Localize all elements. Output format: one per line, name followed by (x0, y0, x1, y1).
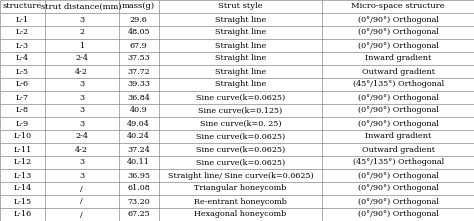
Text: Re-entrant honeycomb: Re-entrant honeycomb (194, 198, 287, 206)
Text: L-9: L-9 (16, 120, 29, 128)
Text: Sine curve(k=0.0625): Sine curve(k=0.0625) (196, 133, 285, 141)
Text: L-8: L-8 (16, 107, 29, 114)
Text: 40.9: 40.9 (130, 107, 147, 114)
Text: 2: 2 (79, 29, 84, 36)
Text: Straight line: Straight line (215, 15, 266, 23)
Text: (0°/90°) Orthogonal: (0°/90°) Orthogonal (358, 198, 438, 206)
Text: Triangular honeycomb: Triangular honeycomb (194, 185, 287, 192)
Text: 73.20: 73.20 (128, 198, 150, 206)
Text: 3: 3 (79, 15, 84, 23)
Text: structure: structure (3, 2, 42, 11)
Text: L-11: L-11 (13, 145, 32, 154)
Text: (0°/90°) Orthogonal: (0°/90°) Orthogonal (358, 210, 438, 219)
Text: (0°/90°) Orthogonal: (0°/90°) Orthogonal (358, 120, 438, 128)
Text: Sine curve(k=0.125): Sine curve(k=0.125) (199, 107, 283, 114)
Text: L-6: L-6 (16, 80, 29, 88)
Text: L-3: L-3 (16, 42, 29, 50)
Text: /: / (81, 198, 83, 206)
Text: Straight line: Straight line (215, 67, 266, 76)
Text: L-16: L-16 (13, 210, 32, 219)
Text: 1: 1 (79, 42, 84, 50)
Text: L-7: L-7 (16, 93, 29, 101)
Text: /: / (81, 185, 83, 192)
Text: (0°/90°) Orthogonal: (0°/90°) Orthogonal (358, 185, 438, 192)
Text: Micro-space structure: Micro-space structure (351, 2, 445, 11)
Text: Straight line: Straight line (215, 42, 266, 50)
Text: L-4: L-4 (16, 55, 29, 63)
Text: 48.05: 48.05 (128, 29, 150, 36)
Text: mass(g): mass(g) (122, 2, 155, 11)
Text: Straight line: Straight line (215, 29, 266, 36)
Text: (0°/90°) Orthogonal: (0°/90°) Orthogonal (358, 42, 438, 50)
Text: (0°/90°) Orthogonal: (0°/90°) Orthogonal (358, 29, 438, 36)
Text: Outward gradient: Outward gradient (362, 67, 435, 76)
Text: 3: 3 (79, 120, 84, 128)
Text: L-12: L-12 (13, 158, 32, 166)
Text: 67.9: 67.9 (130, 42, 147, 50)
Text: 40.11: 40.11 (127, 158, 150, 166)
Text: 29.6: 29.6 (130, 15, 147, 23)
Text: 39.33: 39.33 (127, 80, 150, 88)
Text: Sine curve(k=0.0625): Sine curve(k=0.0625) (196, 145, 285, 154)
Text: Strut style: Strut style (218, 2, 263, 11)
Text: (45°/135°) Orthogonal: (45°/135°) Orthogonal (353, 80, 444, 88)
Text: L-14: L-14 (13, 185, 32, 192)
Text: 37.72: 37.72 (128, 67, 150, 76)
Text: L-2: L-2 (16, 29, 29, 36)
Text: (0°/90°) Orthogonal: (0°/90°) Orthogonal (358, 93, 438, 101)
Text: Hexagonal honeycomb: Hexagonal honeycomb (194, 210, 287, 219)
Text: 2-4: 2-4 (75, 55, 88, 63)
Text: 4-2: 4-2 (75, 145, 88, 154)
Text: 36.95: 36.95 (127, 171, 150, 179)
Text: strut distance(mm): strut distance(mm) (41, 2, 122, 11)
Text: 3: 3 (79, 171, 84, 179)
Text: 3: 3 (79, 107, 84, 114)
Text: 40.24: 40.24 (127, 133, 150, 141)
Text: (45°/135°) Orthogonal: (45°/135°) Orthogonal (353, 158, 444, 166)
Text: (0°/90°) Orthogonal: (0°/90°) Orthogonal (358, 171, 438, 179)
Text: Straight line: Straight line (215, 80, 266, 88)
Text: 2-4: 2-4 (75, 133, 88, 141)
Text: 49.04: 49.04 (127, 120, 150, 128)
Text: L-13: L-13 (13, 171, 32, 179)
Text: Sine curve(k=0.0625): Sine curve(k=0.0625) (196, 93, 285, 101)
Text: Inward gradient: Inward gradient (365, 133, 431, 141)
Text: Sine curve(k=0.0625): Sine curve(k=0.0625) (196, 158, 285, 166)
Text: Straight line: Straight line (215, 55, 266, 63)
Text: 36.84: 36.84 (127, 93, 150, 101)
Text: Sine curve(k=0. 25): Sine curve(k=0. 25) (200, 120, 282, 128)
Text: Straight line/ Sine curve(k=0.0625): Straight line/ Sine curve(k=0.0625) (168, 171, 313, 179)
Text: L-10: L-10 (13, 133, 32, 141)
Text: 37.53: 37.53 (128, 55, 150, 63)
Text: (0°/90°) Orthogonal: (0°/90°) Orthogonal (358, 15, 438, 23)
Text: 4-2: 4-2 (75, 67, 88, 76)
Text: (0°/90°) Orthogonal: (0°/90°) Orthogonal (358, 107, 438, 114)
Text: /: / (81, 210, 83, 219)
Text: Outward gradient: Outward gradient (362, 145, 435, 154)
Text: L-5: L-5 (16, 67, 29, 76)
Text: 61.08: 61.08 (128, 185, 150, 192)
Text: 67.25: 67.25 (128, 210, 150, 219)
Text: Inward gradient: Inward gradient (365, 55, 431, 63)
Text: 37.24: 37.24 (127, 145, 150, 154)
Text: L-1: L-1 (16, 15, 29, 23)
Text: L-15: L-15 (13, 198, 32, 206)
Text: 3: 3 (79, 93, 84, 101)
Text: 3: 3 (79, 158, 84, 166)
Text: 3: 3 (79, 80, 84, 88)
